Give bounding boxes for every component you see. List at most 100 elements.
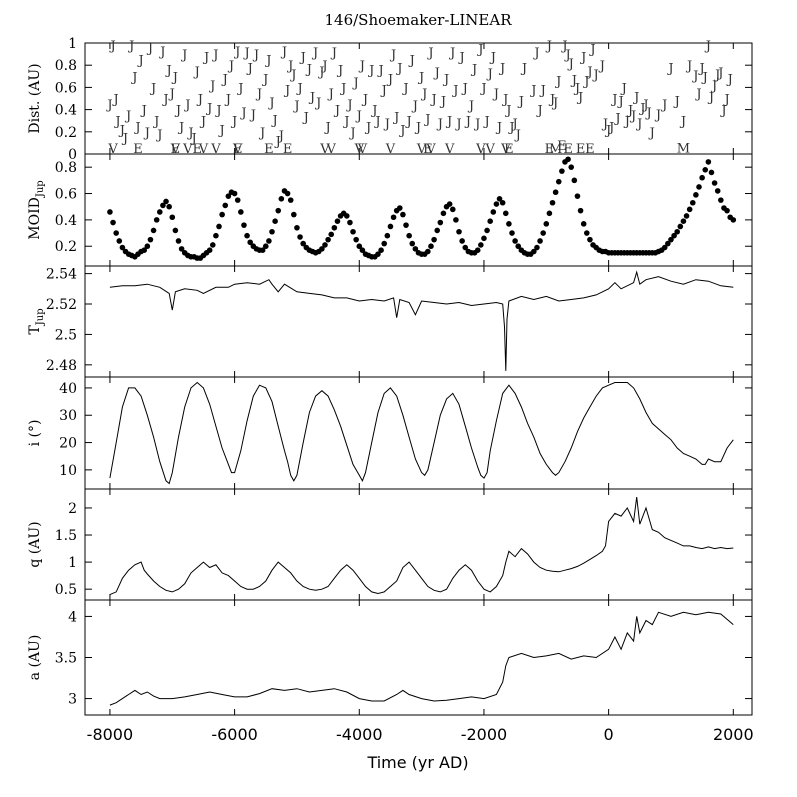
approach-marker-J: J: [283, 84, 290, 99]
data-point: [325, 236, 331, 243]
data-point: [689, 199, 696, 206]
data-point: [661, 244, 668, 251]
data-point: [665, 240, 671, 247]
data-point: [456, 228, 462, 235]
data-point: [506, 221, 512, 227]
data-point: [543, 221, 550, 227]
data-point: [565, 156, 571, 163]
data-point: [693, 192, 699, 198]
approach-marker-J: J: [492, 87, 499, 102]
approach-marker-J: J: [311, 46, 318, 61]
x-tick-label: -2000: [461, 725, 508, 744]
data-point: [699, 174, 705, 181]
data-point: [206, 247, 213, 253]
approach-marker-J: J: [358, 59, 365, 74]
approach-marker-J: J: [417, 70, 424, 85]
approach-marker-V: V: [319, 142, 330, 157]
approach-marker-J: J: [395, 61, 402, 76]
approach-marker-J: J: [230, 115, 237, 130]
approach-marker-J: J: [401, 81, 408, 96]
approach-marker-J: J: [626, 104, 633, 119]
data-point: [502, 210, 509, 217]
approach-marker-J: J: [588, 43, 595, 58]
y-tick-label: 0.8: [55, 58, 77, 74]
approach-marker-V: V: [354, 142, 365, 157]
approach-marker-J: J: [255, 87, 262, 102]
data-point: [247, 239, 253, 246]
approach-marker-J: J: [158, 45, 165, 60]
data-point: [116, 238, 123, 244]
approach-marker-J: J: [439, 95, 446, 110]
approach-marker-J: J: [249, 108, 256, 123]
approach-marker-J: J: [168, 87, 175, 102]
approach-marker-J: J: [183, 98, 190, 113]
approach-marker-J: J: [305, 63, 312, 78]
approach-marker-J: J: [563, 48, 570, 63]
data-point: [574, 193, 581, 199]
data-point: [428, 243, 434, 250]
y-axis-label: q (AU): [27, 521, 43, 567]
approach-marker-J: J: [373, 115, 380, 130]
approach-marker-J: J: [327, 87, 334, 102]
data-point: [568, 164, 575, 170]
data-point: [275, 207, 282, 214]
approach-marker-J: J: [641, 98, 648, 113]
data-point: [328, 231, 335, 238]
approach-marker-J: J: [501, 93, 508, 108]
approach-marker-J: J: [136, 54, 143, 69]
data-point: [730, 217, 737, 223]
approach-marker-J: J: [722, 93, 729, 108]
data-point: [356, 243, 363, 250]
approach-marker-J: J: [698, 61, 705, 76]
approach-marker-J: J: [629, 109, 636, 124]
approach-marker-J: J: [539, 84, 546, 99]
y-axis-label: TJup: [27, 308, 46, 334]
approach-marker-J: J: [607, 120, 614, 135]
data-point: [284, 190, 291, 197]
approach-marker-J: J: [638, 101, 645, 116]
y-tick-label: 0.4: [55, 103, 77, 119]
approach-marker-J: J: [679, 115, 686, 130]
approach-marker-J: J: [352, 76, 359, 91]
data-point: [163, 198, 169, 205]
data-point: [353, 236, 359, 243]
approach-marker-J: J: [582, 75, 589, 90]
approach-marker-J: J: [105, 98, 112, 113]
data-point: [671, 232, 677, 239]
approach-marker-J: J: [264, 54, 271, 69]
approach-marker-J: J: [258, 126, 265, 141]
approach-marker-J: J: [623, 115, 630, 130]
chart-title: 146/Shoemaker-LINEAR: [325, 11, 513, 29]
x-tick-label: -8000: [87, 725, 134, 744]
data-point: [344, 213, 350, 219]
y-tick-label: 2.5: [55, 327, 77, 343]
approach-marker-J: J: [532, 46, 539, 61]
approach-marker-J: J: [451, 84, 458, 99]
approach-marker-J: J: [710, 79, 717, 94]
data-point: [113, 230, 119, 236]
approach-marker-J: J: [598, 59, 605, 74]
approach-marker-J: J: [221, 73, 228, 88]
data-point: [216, 223, 222, 230]
approach-marker-J: J: [274, 135, 281, 150]
approach-marker-J: J: [361, 93, 368, 108]
approach-marker-J: J: [545, 39, 552, 54]
approach-marker-J: J: [320, 59, 327, 74]
approach-marker-J: J: [411, 99, 418, 114]
data-point: [319, 246, 325, 252]
data-point: [175, 238, 182, 244]
approach-marker-J: J: [224, 93, 231, 108]
approach-marker-J: J: [289, 68, 296, 83]
data-point: [499, 199, 506, 206]
approach-marker-J: J: [719, 104, 726, 119]
data-point: [711, 180, 718, 186]
approach-marker-J: J: [529, 84, 536, 99]
data-point: [584, 230, 590, 236]
data-point: [110, 219, 116, 226]
approach-marker-J: J: [121, 131, 128, 146]
approach-marker-M: M: [677, 141, 690, 156]
approach-marker-J: J: [635, 117, 642, 132]
data-point: [219, 211, 225, 218]
approach-marker-J: J: [208, 79, 215, 94]
